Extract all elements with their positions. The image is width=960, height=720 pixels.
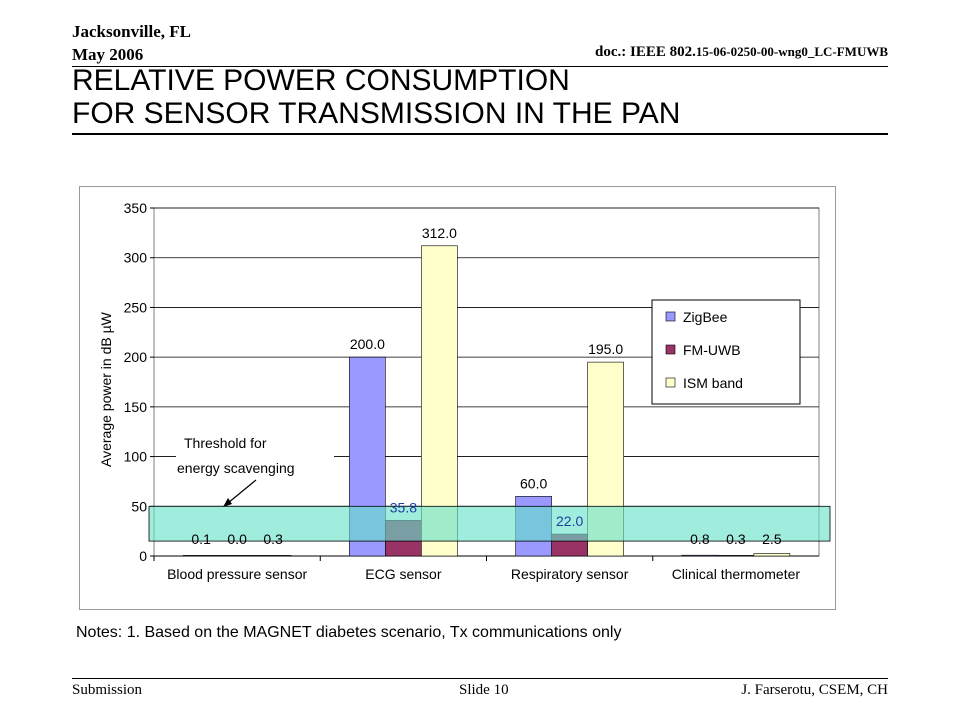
bar-ism-band bbox=[753, 553, 791, 557]
x-tick-label: ECG sensor bbox=[365, 566, 442, 582]
data-label: 0.3 bbox=[263, 531, 283, 547]
data-label: 312.0 bbox=[422, 225, 457, 241]
threshold-band bbox=[148, 505, 831, 542]
threshold-annotation: Threshold for energy scavenging bbox=[176, 430, 334, 507]
header-divider bbox=[72, 66, 888, 67]
data-label: 2.5 bbox=[762, 531, 782, 547]
legend-box bbox=[651, 299, 801, 405]
data-label: 35.8 bbox=[390, 499, 417, 515]
data-label: 0.0 bbox=[227, 531, 247, 547]
legend-label: FM-UWB bbox=[683, 342, 741, 358]
annotation-background bbox=[176, 430, 334, 480]
footer-divider bbox=[72, 678, 888, 679]
legend-label: ISM band bbox=[683, 375, 743, 391]
data-label: 60.0 bbox=[520, 475, 547, 491]
bar-fm-uwb bbox=[218, 555, 256, 557]
doc-number: 15-06-0250-00-wng0_LC-FMUWB bbox=[695, 44, 888, 59]
slide-header-left: Jacksonville, FL May 2006 bbox=[72, 20, 191, 66]
bar-ism-band bbox=[254, 555, 292, 557]
annotation-line-1: Threshold for bbox=[184, 435, 267, 451]
bar-ism-band bbox=[421, 245, 458, 557]
bar-zigbee bbox=[681, 554, 719, 557]
annotation-arrow-head bbox=[223, 498, 232, 507]
legend-swatch bbox=[665, 311, 676, 322]
doc-prefix: doc.: IEEE 802. bbox=[595, 44, 696, 60]
page-title: RELATIVE POWER CONSUMPTION FOR SENSOR TR… bbox=[72, 64, 680, 130]
document-number: doc.: IEEE 802.15-06-0250-00-wng0_LC-FMU… bbox=[595, 44, 888, 61]
y-tick-label: 200 bbox=[124, 349, 148, 365]
bar-zigbee bbox=[182, 555, 220, 557]
footer-submission: Submission bbox=[72, 682, 143, 698]
data-label: 200.0 bbox=[350, 336, 385, 352]
data-label: 0.3 bbox=[726, 531, 746, 547]
y-axis-title: Average power in dB µW bbox=[98, 311, 114, 467]
header-location: Jacksonville, FL bbox=[72, 22, 192, 41]
data-label: 22.0 bbox=[556, 513, 583, 529]
chart-legend: ZigBee FM-UWB ISM band bbox=[651, 299, 801, 405]
footer-slide-number: Slide 10 bbox=[459, 682, 509, 698]
legend-swatch bbox=[665, 377, 676, 388]
x-tick-label: Clinical thermometer bbox=[672, 566, 801, 582]
y-tick-label: 150 bbox=[124, 399, 148, 415]
x-tick-label: Blood pressure sensor bbox=[167, 566, 307, 582]
bar-fm-uwb bbox=[717, 555, 755, 557]
x-tick-label: Respiratory sensor bbox=[511, 566, 629, 582]
data-label: 0.8 bbox=[690, 531, 710, 547]
y-tick-label: 0 bbox=[139, 548, 147, 564]
footer-author: J. Farserotu, CSEM, CH bbox=[741, 682, 888, 698]
y-tick-label: 100 bbox=[124, 449, 148, 465]
title-line-2: FOR SENSOR TRANSMISSION IN THE PAN bbox=[72, 97, 681, 130]
y-tick-label: 50 bbox=[131, 498, 147, 514]
chart-canvas: 0 50 100 150 200 250 300 350 Blood pressure sens… bbox=[98, 200, 831, 582]
y-tick-label: 300 bbox=[124, 250, 148, 266]
annotation-arrow-shaft bbox=[227, 479, 257, 504]
data-label: 195.0 bbox=[588, 341, 623, 357]
legend-swatch bbox=[665, 344, 676, 355]
title-line-1: RELATIVE POWER CONSUMPTION bbox=[72, 64, 570, 97]
header-date: May 2006 bbox=[72, 45, 144, 64]
bar-chart: 0 50 100 150 200 250 300 350 Blood pressure sens… bbox=[79, 186, 836, 610]
y-tick-label: 350 bbox=[124, 200, 148, 216]
legend-label: ZigBee bbox=[683, 309, 728, 325]
data-label: 0.1 bbox=[191, 531, 211, 547]
title-underline bbox=[72, 133, 888, 135]
y-tick-label: 250 bbox=[124, 299, 148, 315]
notes-text: Notes: 1. Based on the MAGNET diabetes s… bbox=[76, 624, 622, 641]
annotation-line-2: energy scavenging bbox=[177, 460, 295, 476]
